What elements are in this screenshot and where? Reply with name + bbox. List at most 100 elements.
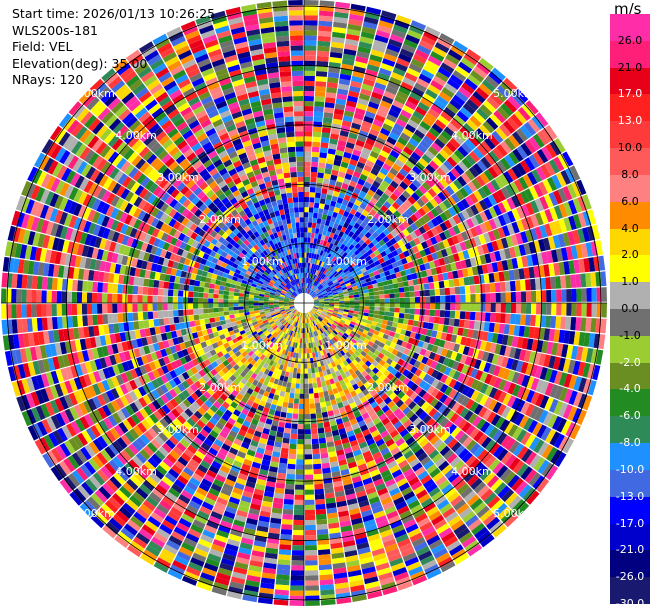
velocity-gate — [392, 283, 399, 289]
velocity-gate — [318, 306, 324, 309]
velocity-gate — [364, 296, 370, 300]
velocity-gate — [316, 60, 329, 67]
velocity-gate — [553, 138, 566, 153]
velocity-gate — [486, 411, 497, 424]
velocity-gate — [372, 317, 379, 323]
velocity-gate — [325, 241, 331, 248]
velocity-gate — [520, 231, 529, 244]
velocity-gate — [377, 246, 385, 254]
velocity-gate — [329, 267, 335, 273]
velocity-gate — [356, 218, 363, 226]
velocity-gate — [288, 397, 294, 404]
velocity-gate — [400, 257, 408, 265]
velocity-gate — [545, 429, 556, 444]
velocity-gate — [444, 310, 451, 318]
velocity-gate — [319, 10, 334, 17]
velocity-gate — [362, 78, 375, 87]
velocity-gate — [428, 316, 435, 323]
velocity-gate — [332, 31, 346, 39]
velocity-gate — [384, 329, 391, 336]
velocity-gate — [386, 171, 396, 181]
velocity-gate — [309, 352, 313, 359]
velocity-gate — [558, 372, 568, 387]
velocity-gate — [313, 274, 317, 280]
velocity-gate — [515, 303, 522, 314]
velocity-gate — [318, 228, 324, 235]
velocity-gate — [380, 276, 387, 282]
velocity-gate — [530, 290, 537, 302]
velocity-gate — [526, 254, 534, 267]
velocity-gate — [430, 296, 436, 303]
velocity-gate — [304, 25, 318, 31]
velocity-gate — [366, 320, 373, 325]
velocity-gate — [544, 382, 554, 397]
velocity-gate — [496, 403, 507, 416]
velocity-gate — [327, 290, 333, 294]
velocity-gate — [467, 248, 475, 258]
velocity-gate — [359, 202, 367, 210]
velocity-gate — [396, 172, 406, 181]
velocity-gate — [399, 48, 414, 58]
velocity-gate — [328, 67, 341, 74]
velocity-gate — [422, 223, 431, 232]
velocity-gate — [429, 174, 439, 185]
velocity-gate — [389, 298, 395, 303]
velocity-gate — [380, 250, 387, 258]
velocity-gate — [586, 303, 592, 317]
velocity-gate — [424, 309, 431, 316]
velocity-gate — [450, 295, 456, 303]
velocity-gate — [389, 237, 397, 245]
velocity-gate — [345, 217, 352, 225]
velocity-gate — [422, 342, 429, 350]
velocity-gate — [507, 168, 518, 181]
velocity-gate — [330, 133, 339, 140]
velocity-gate — [373, 314, 379, 319]
velocity-gate — [516, 373, 525, 386]
velocity-gate — [391, 201, 400, 210]
velocity-gate — [354, 166, 363, 174]
velocity-gate — [349, 180, 357, 188]
velocity-gate — [356, 161, 365, 169]
velocity-gate — [479, 383, 489, 394]
velocity-gate — [384, 270, 391, 277]
velocity-gate — [581, 288, 587, 302]
velocity-gate — [459, 241, 468, 251]
velocity-gate — [304, 0, 319, 6]
velocity-gate — [327, 72, 340, 79]
velocity-gate — [349, 219, 356, 227]
velocity-gate — [533, 183, 544, 198]
velocity-gate — [580, 347, 589, 362]
velocity-gate — [371, 266, 378, 272]
velocity-gate — [572, 360, 581, 375]
velocity-gate — [382, 319, 388, 325]
velocity-gate — [582, 362, 591, 378]
velocity-gate — [400, 244, 408, 253]
velocity-gate — [295, 352, 299, 359]
velocity-gate — [317, 308, 323, 312]
velocity-gate — [419, 264, 426, 272]
velocity-gate — [400, 81, 414, 92]
velocity-gate — [389, 76, 402, 86]
velocity-gate — [338, 192, 346, 200]
velocity-gate — [514, 280, 521, 291]
velocity-gate — [329, 179, 337, 186]
velocity-gate — [304, 131, 313, 137]
velocity-gate — [312, 286, 317, 292]
velocity-gate — [311, 279, 315, 285]
velocity-gate — [328, 296, 334, 299]
velocity-gate — [473, 275, 480, 285]
velocity-gate — [313, 299, 319, 301]
velocity-gate — [370, 324, 376, 330]
velocity-gate — [462, 268, 469, 278]
velocity-gate — [486, 263, 494, 273]
velocity-gate — [538, 239, 546, 252]
velocity-gate — [568, 260, 576, 274]
velocity-gate — [414, 296, 421, 303]
velocity-gate — [323, 246, 329, 253]
velocity-gate — [317, 544, 330, 551]
velocity-gate — [386, 225, 394, 233]
velocity-gate — [319, 147, 328, 154]
velocity-gate — [388, 312, 395, 317]
velocity-gate — [304, 363, 308, 369]
velocity-gate — [335, 1, 351, 9]
